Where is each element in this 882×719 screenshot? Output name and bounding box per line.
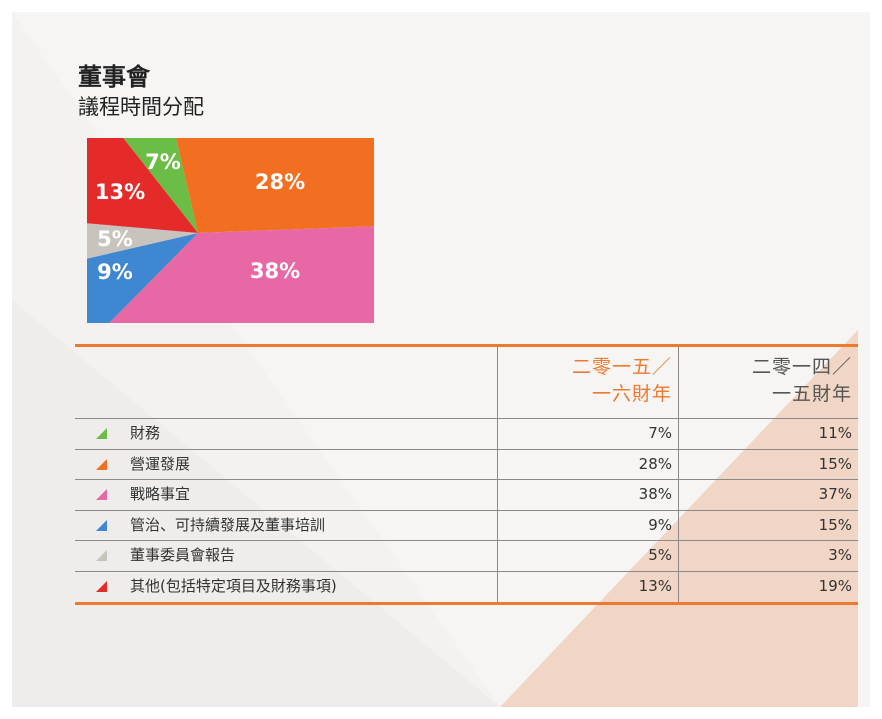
shade: [500, 330, 858, 707]
legend-marker: [96, 519, 107, 531]
legend-marker: [96, 458, 107, 470]
legend-marker: [96, 428, 107, 439]
legend-marker: [96, 581, 107, 592]
row-label: 營運發展: [130, 454, 191, 473]
row-label: 董事委員會報告: [130, 546, 236, 565]
legend-marker: [96, 581, 107, 592]
slice-label: 28%: [255, 170, 305, 194]
cell-value: 3%: [828, 546, 852, 565]
row-line: [75, 571, 858, 572]
column-divider: [678, 347, 679, 602]
pie: [87, 138, 374, 323]
legend-marker: [96, 489, 107, 501]
cell-value: 9%: [648, 515, 672, 534]
column-header: 二零一五／: [571, 356, 672, 378]
column-header: 二零一四／: [751, 356, 852, 378]
row-line: [75, 418, 858, 419]
legend-marker: [96, 519, 107, 531]
cell-value: 28%: [638, 454, 672, 473]
column-divider: [497, 347, 498, 602]
slice-label: 5%: [97, 227, 133, 251]
row-label: 管治、可持續發展及董事培訓: [130, 515, 326, 534]
slice-label: 9%: [97, 260, 133, 284]
title: 董事會: [78, 63, 151, 91]
legend-marker: [96, 428, 107, 439]
cell-value: 5%: [648, 546, 672, 565]
pie-labels: 7% 28% 38% 9% 5% 13%: [95, 150, 305, 284]
pie-slice: [87, 223, 198, 259]
row-line: [75, 509, 858, 511]
legend-marker: [96, 550, 107, 562]
cell-value: 11%: [818, 424, 852, 442]
legend-marker: [96, 550, 107, 562]
legend-marker: [96, 458, 107, 470]
pie-slice: [87, 138, 198, 233]
cell-value: 37%: [818, 485, 852, 504]
cell-value: 15%: [818, 515, 852, 534]
column-header: 一六財年: [591, 383, 672, 405]
pie-slice: [87, 233, 198, 323]
slice-label: 38%: [250, 259, 300, 283]
rule-bottom: [75, 601, 858, 605]
row-line: [75, 479, 858, 481]
slice-label: 7%: [145, 150, 181, 174]
row-line: [75, 448, 858, 450]
cell-value: 15%: [818, 454, 852, 473]
legend-marker: [96, 489, 107, 501]
row-label: 戰略事宜: [130, 485, 191, 504]
row-label: 財務: [130, 424, 161, 442]
cell-value: 13%: [638, 577, 672, 595]
column-header: 一五財年: [771, 383, 852, 405]
pie-slice: [109, 226, 374, 323]
cell-value: 7%: [648, 424, 672, 442]
row-line: [75, 540, 858, 542]
rule-top: [75, 344, 858, 347]
pie-slice: [176, 138, 374, 233]
subtitle: 議程時間分配: [78, 95, 204, 119]
shade: [12, 12, 500, 707]
cell-value: 38%: [638, 485, 672, 504]
cell-value: 19%: [818, 577, 852, 595]
slice-label: 13%: [95, 180, 145, 204]
row-label: 其他(包括特定項目及財務事項): [130, 577, 337, 595]
